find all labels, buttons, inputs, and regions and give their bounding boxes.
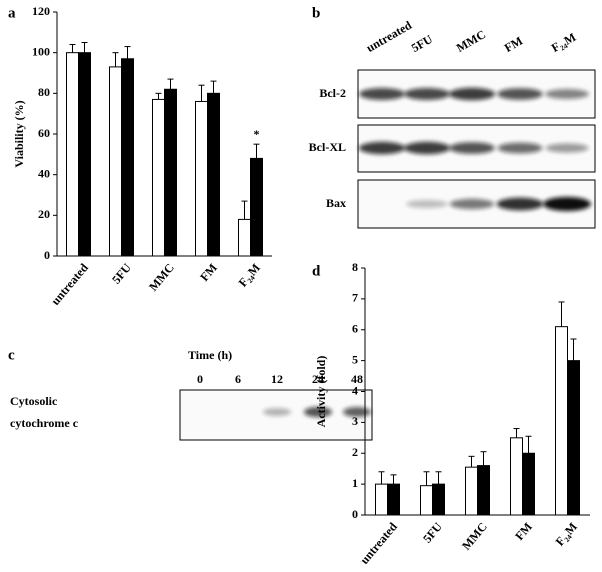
panel-label: d [312,263,321,279]
lane-label: untreated [364,18,414,55]
bar [152,98,165,257]
y-tick-label: 0 [44,248,50,262]
bar [477,465,490,516]
lane-label: MMC [454,27,488,55]
lane-label: 6 [235,372,241,386]
band [545,143,589,153]
bar [78,52,91,257]
lane-label: 0 [197,372,203,386]
band [497,142,543,154]
y-tick-label: 6 [352,322,358,336]
y-tick-label: 3 [352,414,358,428]
x-tick-label: untreated [357,519,400,566]
y-tick-label: 8 [352,260,358,274]
bar [238,218,251,257]
blots: b c Time (h) Cytosolic cytochrome c [8,5,596,441]
y-tick-label: 2 [352,445,358,459]
x-tick-label: F₂₄M [236,261,263,290]
lane-label: 12 [271,372,283,386]
bar [420,485,433,516]
y-tick-label: 1 [352,476,358,490]
band [404,88,450,100]
band [449,198,495,210]
bar [66,52,79,257]
band [497,88,543,100]
band [406,200,448,208]
bar [465,466,478,516]
blot-row-label: Bcl-2 [319,86,346,100]
x-tick-label: MMC [459,520,490,553]
band [449,142,495,154]
x-tick-label: FM [512,520,535,543]
panel-label: b [312,5,320,21]
blot-row-label: Bcl-XL [309,140,346,154]
lane-label: 5FU [409,32,435,55]
x-tick-label: MMC [146,261,177,294]
band [263,408,291,416]
x-tick-label: 5FU [420,519,445,545]
bar [555,326,568,516]
y-tick-label: 7 [352,291,358,305]
bar [121,58,134,257]
x-tick-label: untreated [48,260,91,307]
lane-label: FM [502,34,525,55]
band [304,406,332,418]
annotation: * [254,127,260,141]
panel-label: c [8,347,15,363]
bar [432,483,445,516]
band [343,407,371,417]
bar [567,360,580,516]
blot-title: Time (h) [188,348,232,362]
x-tick-label: F₂₄M [553,520,580,549]
band [496,197,544,211]
bar [109,66,122,257]
bar [375,483,388,516]
y-axis-label: Activity (fold) [314,356,328,428]
blot-label: Cytosolic [10,394,58,408]
y-tick-label: 80 [38,85,50,99]
band [543,197,591,211]
y-tick-label: 100 [32,44,50,58]
y-tick-label: 0 [352,507,358,521]
bar [510,437,523,516]
bar [207,92,220,257]
y-tick-label: 20 [38,207,50,221]
x-tick-label: FM [197,261,220,284]
lane-label: 24 [312,372,324,386]
panel-label: a [8,5,16,21]
blot-label: cytochrome c [10,416,79,430]
bar [250,157,263,257]
y-tick-label: 5 [352,352,358,366]
band [545,89,589,99]
band [359,88,405,100]
y-axis-label: Viability (%) [12,100,26,167]
lane-label: F₂₄M [549,30,578,55]
band [403,141,451,155]
x-tick-label: 5FU [109,260,134,286]
y-tick-label: 60 [38,126,50,140]
band [358,141,406,155]
bar [164,88,177,257]
y-tick-label: 4 [352,383,358,397]
band [448,87,496,101]
y-tick-label: 40 [38,166,50,180]
y-tick-label: 120 [32,4,50,18]
bar [195,100,208,257]
blot-row-label: Bax [326,196,346,210]
lane-label: 48 [351,372,363,386]
bar [522,452,535,516]
bar [387,483,400,516]
